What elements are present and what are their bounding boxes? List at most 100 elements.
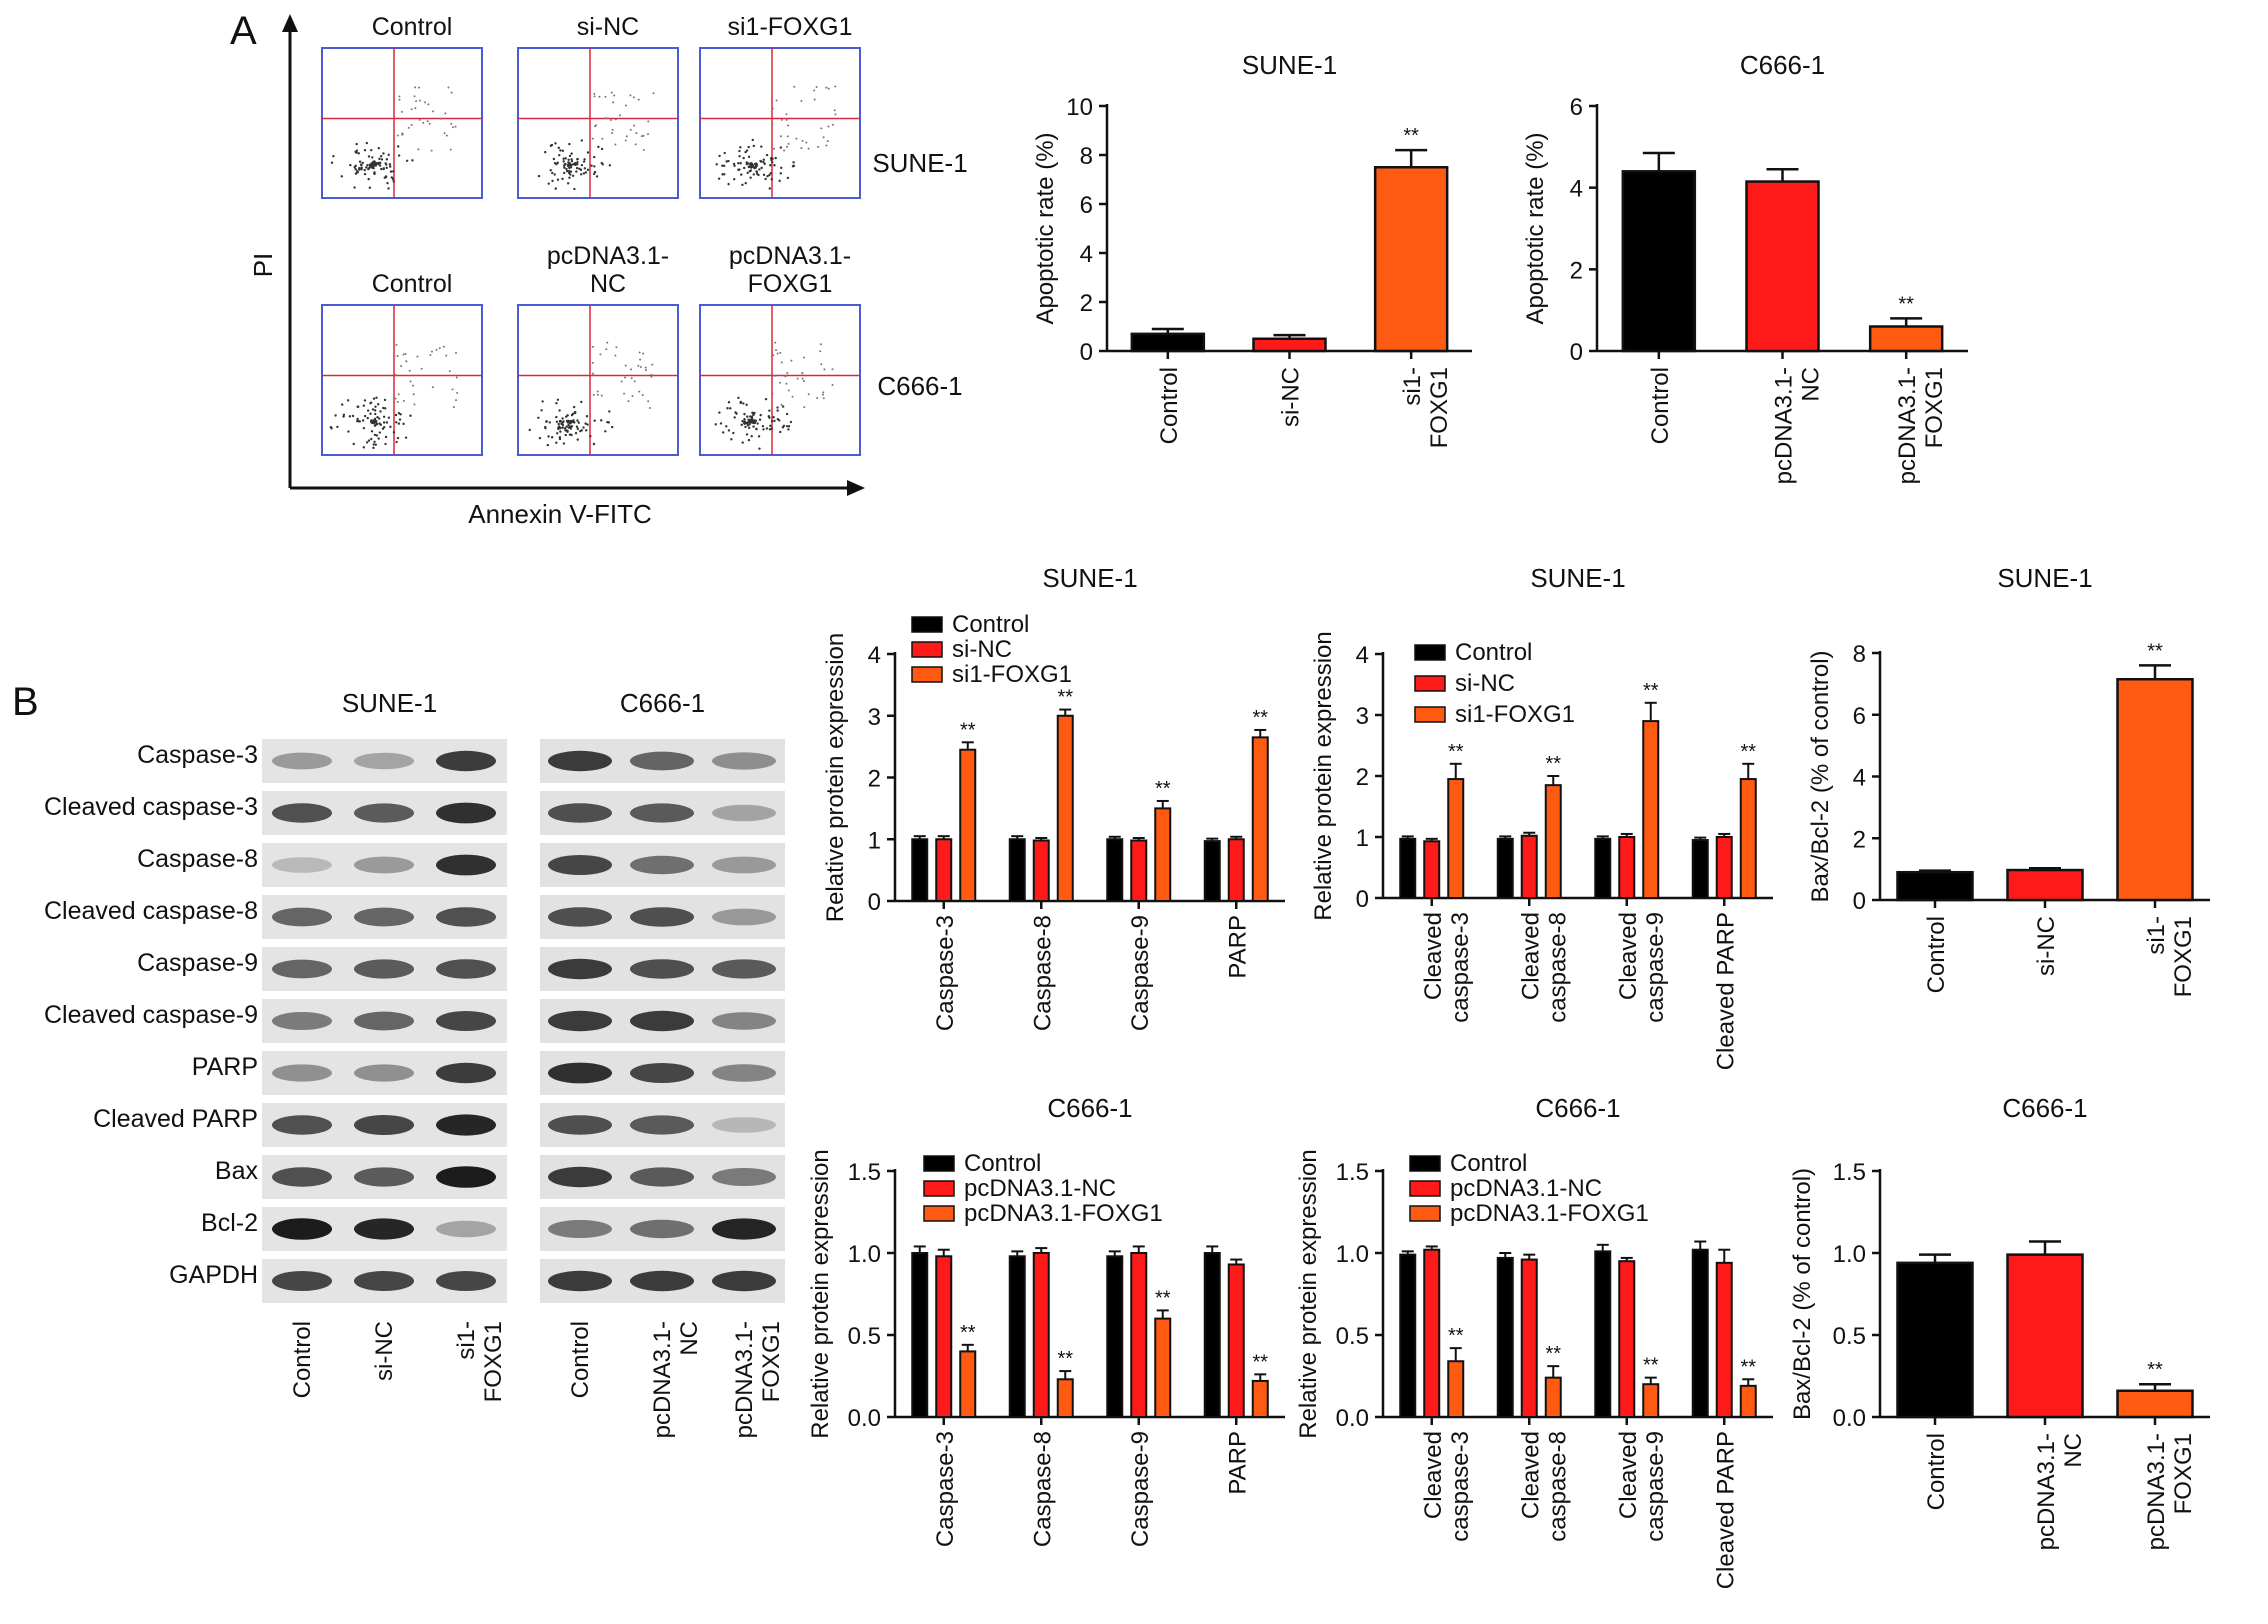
x-tick-label: pcDNA3.1-NC (1771, 367, 1825, 484)
bar (1642, 720, 1660, 899)
facs-event (404, 353, 407, 356)
facs-event (816, 397, 819, 400)
facs-event (582, 426, 585, 429)
x-tick-label: Cleavedcaspase-9 (1615, 1431, 1669, 1542)
facs-event (438, 347, 441, 350)
facs-event (610, 425, 614, 429)
blot-band (630, 907, 694, 927)
facs-event (738, 154, 741, 158)
facs-event (546, 443, 550, 447)
facs-event (422, 121, 425, 124)
label-line: NC (2060, 1433, 2087, 1468)
x-tick-label: Cleavedcaspase-8 (1517, 912, 1571, 1023)
blot-protein-label: GAPDH (169, 1261, 258, 1289)
facs-event (373, 433, 377, 437)
facs-event (454, 352, 457, 355)
facs-event (358, 160, 362, 163)
significance-mark: ** (1643, 680, 1659, 702)
label-line: pcDNA3.1- (1771, 367, 1798, 484)
facs-event (557, 427, 560, 431)
facs-event (762, 173, 766, 177)
facs-event (786, 135, 789, 138)
y-tick-label: 4 (868, 642, 881, 669)
facs-event (388, 163, 392, 166)
legend-swatch (911, 616, 943, 633)
facs-event (445, 354, 448, 357)
facs-event (780, 403, 783, 406)
facs-event (365, 141, 369, 145)
facs-event (368, 186, 372, 189)
facs-event (594, 125, 597, 128)
facs-event (746, 171, 749, 175)
blot-band (272, 857, 332, 873)
facs-event (541, 400, 544, 403)
facs-event (565, 167, 568, 171)
facs-event (747, 155, 751, 159)
bar (1618, 1260, 1636, 1418)
facs-event (807, 147, 810, 150)
y-tick-label: 0.0 (848, 1405, 881, 1432)
facs-event (418, 99, 421, 102)
facs-event (570, 433, 573, 437)
facs-event (752, 421, 755, 424)
facs-event (400, 364, 403, 367)
chart-sune1-caspases: SUNE-1 Relative protein expression 0 1 2 3 4 **… (822, 563, 1285, 1031)
chart-title: SUNE-1 (1242, 50, 1337, 80)
facs-event (371, 156, 374, 159)
facs-event (551, 171, 554, 175)
facs-event (556, 398, 560, 402)
facs-event (576, 161, 579, 164)
facs-event (807, 393, 810, 396)
facs-event (374, 405, 377, 408)
facs-event (620, 380, 623, 383)
facs-event (624, 364, 627, 367)
facs-event (450, 122, 453, 125)
facs-event (787, 425, 791, 428)
facs-event (395, 421, 398, 424)
facs-event (409, 380, 412, 383)
blot-protein-label: PARP (192, 1053, 258, 1081)
blot-band (272, 752, 332, 770)
facs-event (747, 438, 751, 442)
facs-event (739, 400, 743, 404)
facs-event (562, 157, 565, 160)
facs-event (340, 175, 343, 178)
facs-event (576, 438, 579, 441)
facs-event (558, 437, 562, 441)
blot-protein-label: Caspase-9 (137, 949, 258, 977)
label-line: si1- (2143, 916, 2170, 955)
facs-event (576, 157, 579, 161)
facs-event (826, 140, 829, 143)
significance-mark: ** (1403, 125, 1419, 147)
facs-event (758, 447, 761, 450)
facs-event (416, 355, 419, 358)
facs-event (408, 369, 411, 372)
facs-event (764, 177, 767, 181)
facs-event (569, 427, 573, 430)
x-tick-label: si-NC (1278, 367, 1305, 427)
facs-event (572, 162, 575, 166)
facs-event (376, 416, 379, 419)
facs-event (605, 348, 608, 351)
facs-event (596, 393, 599, 396)
bar (1868, 325, 1944, 353)
bar (1008, 838, 1026, 902)
facs-event (365, 166, 368, 169)
legend-label: pcDNA3.1-NC (964, 1175, 1116, 1202)
facs-event (747, 426, 751, 429)
y-tick-label: 0 (1080, 339, 1093, 366)
facs-event (371, 161, 375, 164)
facs-event (737, 396, 740, 400)
facs-event (632, 96, 635, 99)
facs-event (558, 419, 562, 423)
x-tick-label: si1-FOXG1 (1399, 367, 1453, 448)
facs-event (820, 127, 823, 130)
facs-event (774, 374, 777, 377)
facs-scatter (537, 91, 655, 191)
facs-event (741, 441, 744, 444)
significance-mark: ** (1740, 741, 1756, 763)
facs-event (758, 168, 761, 171)
bar (2006, 868, 2084, 902)
facs-event (791, 395, 794, 398)
facs-event (378, 417, 381, 420)
